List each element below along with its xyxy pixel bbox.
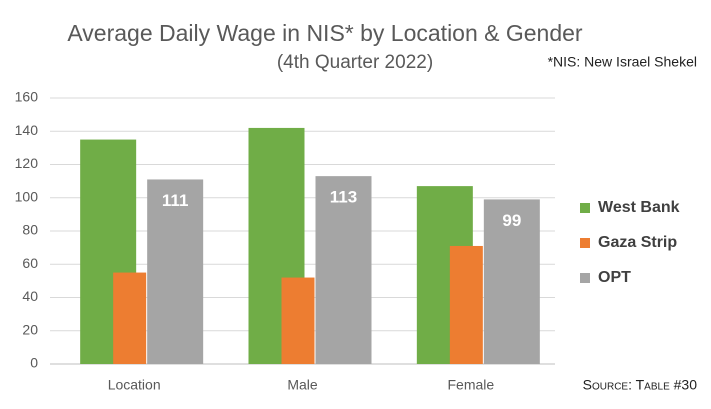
y-tick-label: 140 [15, 122, 39, 138]
legend-label: West Bank [598, 199, 680, 216]
legend-swatch [580, 203, 590, 213]
y-tick-label: 100 [15, 188, 39, 204]
y-tick-label: 0 [30, 355, 38, 371]
data-label: 111 [162, 191, 189, 210]
y-tick-label: 40 [22, 288, 38, 304]
data-label: 99 [502, 211, 521, 230]
x-tick-label: Male [287, 377, 318, 393]
x-tick-label: Location [108, 377, 161, 393]
data-label: 113 [330, 188, 357, 207]
legend-swatch [580, 273, 590, 283]
source: Source: Table #30 [583, 377, 698, 393]
y-tick-label: 20 [22, 321, 38, 337]
legend-label: Gaza Strip [598, 234, 677, 251]
bar [315, 176, 372, 364]
legend-swatch [580, 238, 590, 248]
bar [113, 272, 147, 364]
y-tick-label: 120 [15, 155, 39, 171]
legend-label: OPT [598, 269, 631, 286]
y-tick-label: 160 [15, 89, 39, 105]
bar [281, 277, 315, 364]
bar [483, 199, 540, 364]
y-tick-label: 80 [22, 222, 38, 238]
chart-subtitle: (4th Quarter 2022) [277, 52, 433, 73]
bar [147, 179, 204, 364]
y-tick-label: 60 [22, 255, 38, 271]
x-tick-label: Female [447, 377, 494, 393]
note: *NIS: New Israel Shekel [548, 54, 697, 70]
chart-title: Average Daily Wage in NIS* by Location &… [67, 20, 583, 46]
bar [449, 245, 483, 364]
